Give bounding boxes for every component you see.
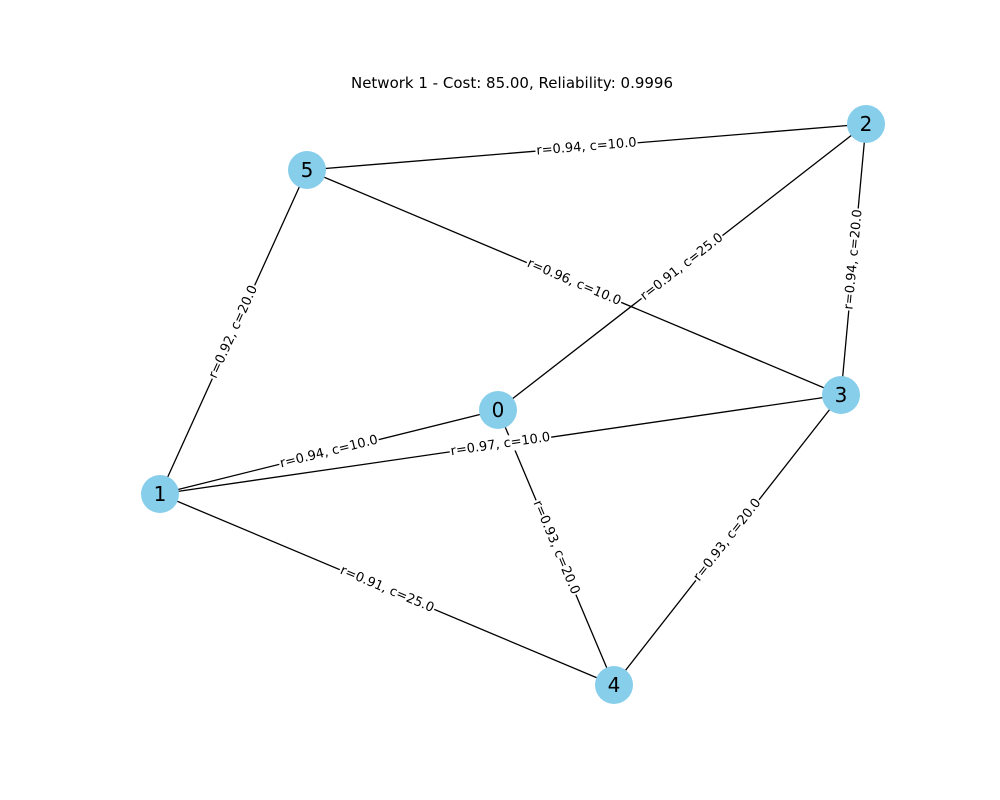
edge-label-5-2: r=0.94, c=10.0: [536, 135, 637, 158]
edge-label-0-2: r=0.91, c=25.0: [638, 230, 727, 303]
edge-label-background: [534, 134, 639, 160]
edge-label-background: [277, 431, 381, 473]
edge-label-1-3: r=0.97, c=10.0: [450, 430, 552, 459]
edge-label-group-3-4: r=0.93, c=20.0: [689, 494, 766, 586]
edge-label-3-4: r=0.93, c=20.0: [691, 496, 765, 584]
edge-label-background: [840, 207, 867, 312]
edge-label-group-5-1: r=0.92, c=20.0: [205, 282, 262, 382]
node-circle-2: [847, 105, 885, 143]
node-label-1: 1: [154, 482, 167, 506]
node-2: 2: [847, 105, 885, 143]
edge-label-group-1-3: r=0.97, c=10.0: [448, 429, 553, 460]
node-circle-4: [595, 666, 633, 704]
node-label-0: 0: [492, 398, 505, 422]
node-0: 0: [479, 391, 517, 429]
edge-label-background: [689, 494, 766, 586]
node-layer: 0 1 2 3 4 5: [141, 105, 885, 704]
edge-label-background: [205, 282, 262, 382]
edge-label-background: [336, 562, 438, 617]
edge-label-group-1-4: r=0.91, c=25.0: [336, 562, 438, 617]
edge-label-background: [523, 255, 625, 310]
node-label-5: 5: [301, 158, 314, 182]
edge-label-group-5-3: r=0.96, c=10.0: [523, 255, 625, 310]
edge-label-group-1-0: r=0.94, c=10.0: [277, 431, 381, 473]
edge-label-background: [636, 229, 728, 305]
node-label-3: 3: [835, 383, 848, 407]
node-5: 5: [288, 151, 326, 189]
edge-label-layer: r=0.94, c=10.0 r=0.96, c=10.0 r=0.92, c=20…: [205, 134, 867, 617]
edge-label-background: [528, 497, 584, 598]
node-3: 3: [822, 376, 860, 414]
node-circle-3: [822, 376, 860, 414]
edge-label-1-0: r=0.94, c=10.0: [278, 433, 379, 472]
edge-label-0-4: r=0.93, c=20.0: [530, 498, 583, 596]
node-1: 1: [141, 475, 179, 513]
edge-label-1-4: r=0.91, c=25.0: [338, 563, 436, 616]
edge-label-group-0-4: r=0.93, c=20.0: [528, 497, 584, 598]
edge-label-group-0-2: r=0.91, c=25.0: [636, 229, 728, 305]
node-circle-1: [141, 475, 179, 513]
node-circle-0: [479, 391, 517, 429]
edge-label-group-5-2: r=0.94, c=10.0: [534, 134, 639, 160]
graph-title: Network 1 - Cost: 85.00, Reliability: 0.…: [351, 74, 673, 92]
node-circle-5: [288, 151, 326, 189]
edge-label-group-2-3: r=0.94, c=20.0: [840, 207, 867, 312]
node-label-2: 2: [860, 112, 873, 136]
edge-label-background: [448, 429, 553, 460]
node-4: 4: [595, 666, 633, 704]
node-label-4: 4: [608, 673, 621, 697]
edge-label-5-3: r=0.96, c=10.0: [525, 256, 623, 309]
edge-label-2-3: r=0.94, c=20.0: [841, 209, 865, 310]
edge-label-5-1: r=0.92, c=20.0: [206, 283, 261, 381]
